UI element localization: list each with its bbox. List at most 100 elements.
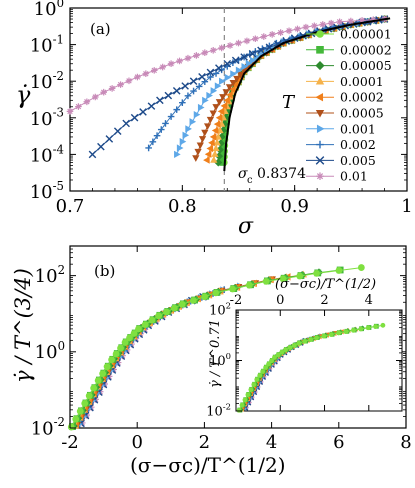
- data-point: [189, 118, 197, 126]
- data-point: [209, 47, 217, 54]
- legend-item: 0.0001: [306, 74, 384, 89]
- data-point: [222, 89, 230, 96]
- data-point: [231, 80, 239, 89]
- data-point: [179, 99, 186, 106]
- legend-marker: [315, 109, 325, 118]
- data-point: [219, 126, 228, 135]
- legend-marker: [315, 61, 325, 71]
- x-tick-label: -2: [61, 432, 79, 453]
- collapse-point: [117, 344, 124, 352]
- legend-marker: [316, 46, 324, 54]
- legend-label: 0.00005: [340, 58, 392, 73]
- y-tick-label: 10-2: [31, 415, 65, 439]
- collapse-point: [313, 269, 320, 277]
- collapse-point: [275, 352, 281, 358]
- legend-item: 0.002: [306, 137, 376, 152]
- sigma-c-value: 0.8374: [257, 166, 306, 182]
- x-tick-label: 0.7: [56, 196, 85, 217]
- x-tick-label: 6: [333, 432, 344, 453]
- data-point: [208, 139, 215, 147]
- data-point: [218, 44, 225, 52]
- data-point: [203, 156, 210, 164]
- collapse-point: [343, 329, 349, 335]
- collapse-point: [336, 330, 342, 336]
- data-point: [202, 96, 209, 104]
- data-point: [182, 131, 190, 139]
- data-point: [249, 56, 257, 64]
- collapse-point: [245, 392, 251, 398]
- data-point: [211, 150, 219, 157]
- data-point: [228, 85, 236, 93]
- data-point: [149, 138, 157, 146]
- collapse-point: [112, 350, 120, 358]
- panel-b-label: (b): [94, 262, 115, 280]
- legend-title: T: [282, 92, 296, 113]
- data-point: [223, 59, 232, 68]
- collapse-point: [296, 340, 302, 346]
- data-point: [134, 73, 141, 81]
- data-point: [248, 49, 257, 58]
- collapse-series: [77, 292, 207, 428]
- data-point: [311, 22, 318, 30]
- sigma-c-subscript: c: [247, 175, 253, 186]
- collapse-point: [90, 384, 98, 392]
- legend-marker: [316, 140, 324, 149]
- data-point: [233, 75, 241, 83]
- data-point: [211, 126, 219, 135]
- data-point: [254, 53, 261, 61]
- data-point: [257, 46, 265, 55]
- legend-label: 0.0001: [340, 74, 384, 89]
- collapse-line: [80, 296, 204, 424]
- collapse-point: [148, 316, 156, 324]
- data-point: [125, 77, 133, 85]
- collapse-point: [99, 370, 107, 377]
- data-point: [66, 108, 74, 115]
- data-point: [192, 155, 200, 162]
- collapse-point: [103, 363, 111, 371]
- y-tick-label: 100: [209, 351, 231, 369]
- data-point: [225, 84, 234, 91]
- x-tick-label: 1: [401, 196, 412, 217]
- data-point: [174, 150, 181, 159]
- data-point: [235, 66, 243, 74]
- data-point: [260, 33, 268, 40]
- y-tick-label: 10-2: [206, 402, 231, 420]
- legend-item: 0.01: [306, 169, 368, 184]
- legend-item: 0.00002: [306, 42, 392, 57]
- data-point: [207, 73, 214, 81]
- data-point: [189, 77, 198, 85]
- panel-b-frame: [69, 245, 407, 429]
- data-point: [217, 107, 225, 115]
- data-point: [197, 103, 205, 112]
- data-point: [214, 158, 223, 167]
- collapse-point: [108, 356, 115, 364]
- data-point: [176, 57, 183, 65]
- data-point: [219, 94, 227, 101]
- collapse-point: [351, 327, 356, 333]
- data-point: [213, 120, 221, 128]
- legend-label: 0.005: [340, 153, 376, 168]
- data-point: [105, 135, 114, 143]
- data-point: [181, 82, 189, 90]
- panel-a-label: (a): [90, 20, 111, 38]
- data-point: [147, 102, 156, 110]
- collapse-point: [291, 342, 297, 348]
- collapse-point: [321, 333, 327, 339]
- legend-label: 0.002: [340, 137, 376, 152]
- data-point: [198, 136, 207, 143]
- collapse-series: [78, 296, 197, 427]
- inset-ylabel: γ̇ / T^0.71: [208, 319, 223, 388]
- data-point: [226, 42, 234, 49]
- collapse-point: [85, 392, 93, 400]
- data-point: [215, 114, 223, 122]
- y-tick-label: 102: [209, 301, 231, 319]
- collapse-point: [236, 407, 242, 413]
- data-point: [113, 127, 122, 135]
- legend-label: 0.00002: [340, 42, 392, 57]
- legend: 0.000010.000020.000050.00010.00020.00050…: [306, 27, 392, 184]
- data-point: [336, 18, 343, 26]
- data-point: [223, 118, 230, 126]
- data-point: [221, 113, 230, 122]
